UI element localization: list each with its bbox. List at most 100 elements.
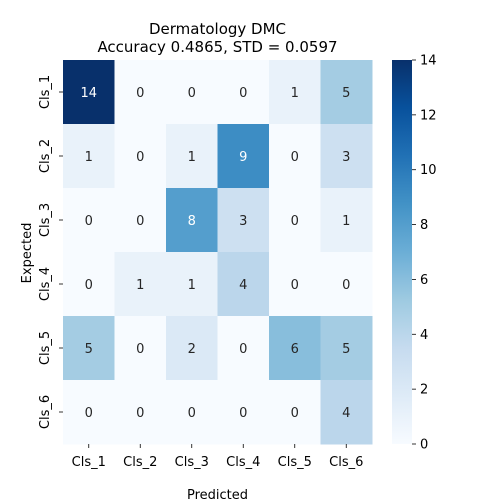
heatmap-cell-r1-c6: [320, 60, 373, 125]
cell-value-r3-c6: 1: [342, 214, 350, 229]
cell-value-r2-c2: 0: [136, 150, 144, 165]
heatmap-cell-r5-c6: [320, 316, 373, 381]
heatmap-cell-r1-c2: [114, 60, 167, 125]
heatmap-cells: [63, 60, 373, 445]
cell-value-r1-c3: 0: [188, 86, 196, 101]
cell-value-r1-c2: 0: [136, 86, 144, 101]
colorbar-tick-label-0: 0: [420, 438, 428, 453]
y-tick-label-2: Cls_2: [38, 139, 53, 173]
cell-value-r5-c5: 6: [291, 342, 299, 357]
cell-value-r4-c3: 1: [188, 278, 196, 293]
colorbar-tick-label-12: 12: [420, 108, 437, 123]
heatmap-cell-r1-c3: [166, 60, 218, 125]
x-tick-label-5: Cls_5: [278, 455, 312, 470]
heatmap-cell-r3-c6: [320, 188, 373, 253]
cell-value-r6-c5: 0: [291, 406, 299, 421]
y-tick-label-3: Cls_3: [38, 203, 53, 237]
colorbar-tick-label-6: 6: [420, 273, 428, 288]
heatmap-cell-r1-c5: [269, 60, 321, 125]
cell-value-r2-c6: 3: [342, 150, 350, 165]
x-tick-label-1: Cls_1: [72, 455, 106, 470]
heatmap-annotations: 14 0 0 0 1 51 0 1 9 0 30 0 8 3 0 10 1 1 4 0 05 0 2 0 6 50 0 0 0 0 4: [80, 86, 350, 421]
heatmap-cell-r6-c1: [63, 380, 115, 445]
y-tick-label-1: Cls_1: [38, 75, 53, 109]
cell-value-r4-c2: 1: [136, 278, 144, 293]
x-axis-ticks: Cls_1 Cls_2 Cls_3 Cls_4 Cls_5 Cls_6: [72, 444, 363, 470]
heatmap-cell-r4-c1: [63, 252, 115, 317]
cell-value-r5-c3: 2: [188, 342, 196, 357]
y-tick-label-6: Cls_6: [38, 395, 53, 429]
heatmap-cell-r4-c6: [320, 252, 373, 317]
cell-value-r2-c1: 1: [85, 150, 93, 165]
cell-value-r5-c2: 0: [136, 342, 144, 357]
cell-value-r1-c6: 5: [342, 86, 350, 101]
colorbar-tick-label-2: 2: [420, 383, 428, 398]
heatmap-cell-r3-c5: [269, 188, 321, 253]
y-axis-label: Expected: [20, 223, 35, 284]
chart-title-line-1: Dermatology DMC: [149, 20, 286, 38]
cell-value-r4-c6: 0: [342, 278, 350, 293]
heatmap-cell-r5-c4: [217, 316, 270, 381]
heatmap-cell-r6-c6: [320, 380, 373, 445]
heatmap-cell-r6-c3: [166, 380, 218, 445]
cell-value-r3-c4: 3: [239, 214, 247, 229]
colorbar-gradient: [392, 60, 412, 444]
cell-value-r4-c1: 0: [85, 278, 93, 293]
colorbar-tick-label-8: 8: [420, 218, 428, 233]
x-tick-label-3: Cls_3: [175, 455, 209, 470]
heatmap-cell-r4-c5: [269, 252, 321, 317]
cell-value-r4-c5: 0: [291, 278, 299, 293]
heatmap-cell-r2-c5: [269, 124, 321, 189]
cell-value-r2-c3: 1: [188, 150, 196, 165]
cell-value-r5-c6: 5: [342, 342, 350, 357]
cell-value-r6-c2: 0: [136, 406, 144, 421]
colorbar: 0 2 4 6 8 10 12 14: [392, 54, 437, 453]
cell-value-r3-c2: 0: [136, 214, 144, 229]
heatmap-cell-r2-c1: [63, 124, 115, 189]
x-tick-label-4: Cls_4: [226, 455, 260, 470]
cell-value-r5-c4: 0: [239, 342, 247, 357]
heatmap-cell-r6-c4: [217, 380, 270, 445]
x-axis-label: Predicted: [187, 488, 248, 500]
heatmap-cell-r5-c5: [269, 316, 321, 381]
heatmap-cell-r4-c4: [217, 252, 270, 317]
heatmap-cell-r2-c6: [320, 124, 373, 189]
heatmap-cell-r1-c4: [217, 60, 270, 125]
chart-title-line-2: Accuracy 0.4865, STD = 0.0597: [97, 38, 337, 56]
cell-value-r2-c4: 9: [239, 150, 247, 165]
x-tick-label-2: Cls_2: [123, 455, 157, 470]
colorbar-tick-label-10: 10: [420, 163, 437, 178]
cell-value-r3-c3: 8: [188, 214, 196, 229]
heatmap-cell-r3-c3: [166, 188, 218, 253]
heatmap-cell-r6-c5: [269, 380, 321, 445]
cell-value-r4-c4: 4: [239, 278, 247, 293]
heatmap-cell-r2-c3: [166, 124, 218, 189]
cell-value-r6-c3: 0: [188, 406, 196, 421]
cell-value-r2-c5: 0: [291, 150, 299, 165]
heatmap-cell-r3-c4: [217, 188, 270, 253]
cell-value-r3-c1: 0: [85, 214, 93, 229]
cell-value-r1-c1: 14: [80, 86, 97, 101]
heatmap-cell-r5-c3: [166, 316, 218, 381]
colorbar-tick-label-4: 4: [420, 328, 428, 343]
cell-value-r6-c6: 4: [342, 406, 350, 421]
cell-value-r1-c5: 1: [291, 86, 299, 101]
cell-value-r6-c1: 0: [85, 406, 93, 421]
cell-value-r1-c4: 0: [239, 86, 247, 101]
y-axis-ticks: Cls_1 Cls_2 Cls_3 Cls_4 Cls_5 Cls_6: [38, 75, 63, 429]
heatmap-cell-r3-c1: [63, 188, 115, 253]
heatmap-cell-r5-c1: [63, 316, 115, 381]
cell-value-r3-c5: 0: [291, 214, 299, 229]
heatmap-cell-r4-c3: [166, 252, 218, 317]
heatmap-cell-r5-c2: [114, 316, 167, 381]
heatmap-cell-r1-c1: [63, 60, 115, 125]
colorbar-tick-label-14: 14: [420, 54, 437, 69]
heatmap-cell-r2-c4: [217, 124, 270, 189]
x-tick-label-6: Cls_6: [329, 455, 363, 470]
heatmap-cell-r3-c2: [114, 188, 167, 253]
heatmap-cell-r4-c2: [114, 252, 167, 317]
y-tick-label-5: Cls_5: [38, 331, 53, 365]
cell-value-r5-c1: 5: [85, 342, 93, 357]
